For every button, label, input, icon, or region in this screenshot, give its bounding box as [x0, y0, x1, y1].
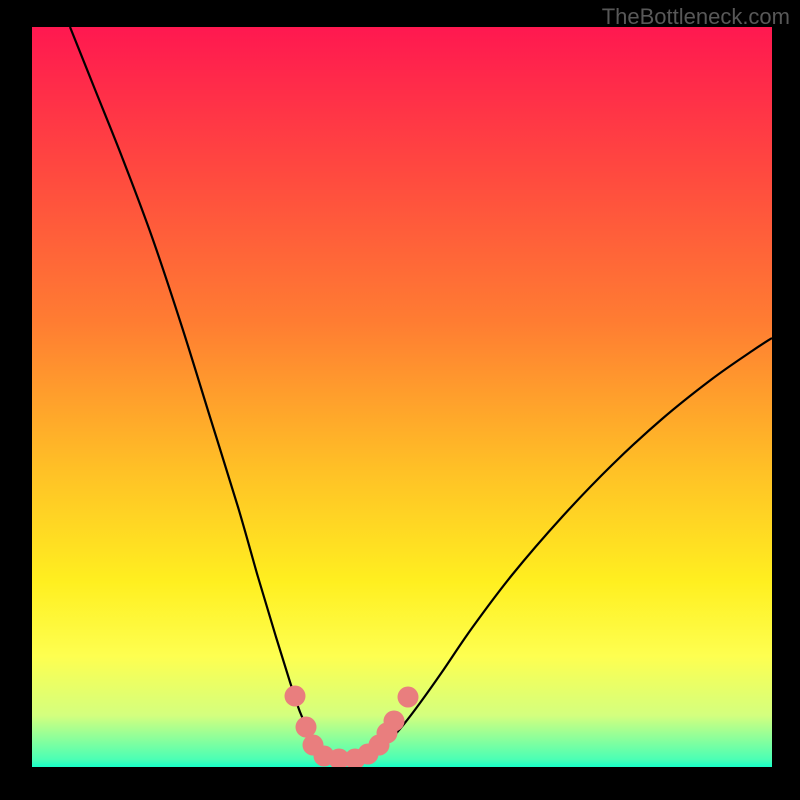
marker-group	[285, 686, 419, 768]
bottleneck-curve-chart	[32, 27, 772, 767]
plot-area	[32, 27, 772, 767]
data-marker	[384, 711, 405, 732]
data-marker	[296, 717, 317, 738]
data-marker	[285, 686, 306, 707]
data-marker	[398, 687, 419, 708]
curve-left-branch	[70, 27, 352, 760]
watermark-text: TheBottleneck.com	[602, 4, 790, 30]
